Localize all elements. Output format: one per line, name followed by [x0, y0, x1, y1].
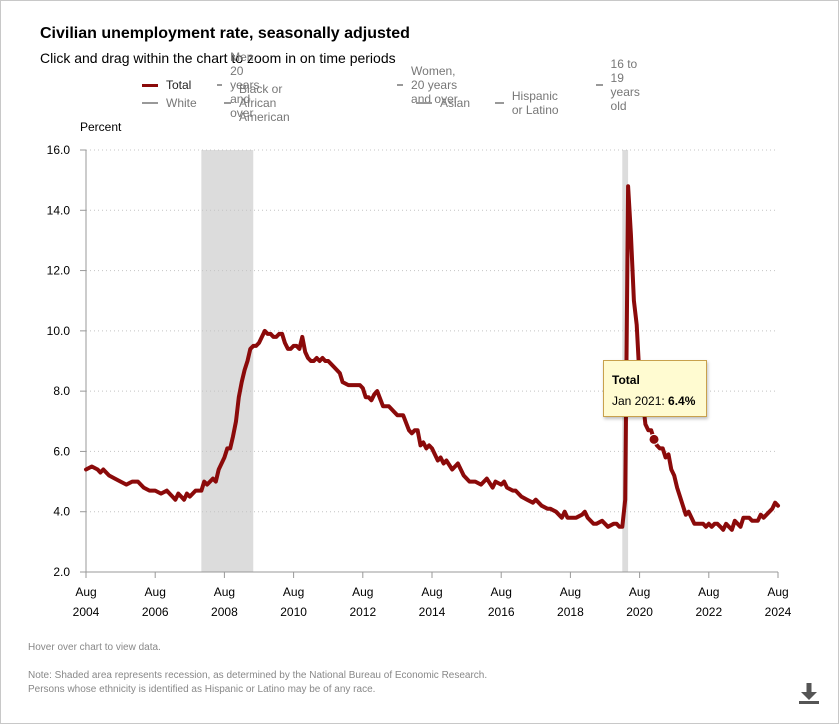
x-tick-label-month: Aug: [767, 585, 788, 599]
series-line-total: [84, 184, 780, 532]
x-tick-label-year: 2006: [142, 605, 169, 619]
x-tick-label-year: 2008: [211, 605, 238, 619]
y-tick-label: 16.0: [47, 143, 71, 157]
x-tick-label-year: 2014: [419, 605, 446, 619]
chart-subtitle: Click and drag within the chart to zoom …: [40, 50, 396, 66]
legend-line-icon: [416, 102, 432, 104]
y-tick-label: 12.0: [47, 264, 71, 278]
legend-line-icon: [596, 84, 603, 86]
x-tick-label-month: Aug: [75, 585, 96, 599]
legend-item-black[interactable]: Black or African American: [224, 82, 299, 124]
legend-label: Asian: [440, 96, 471, 110]
legend-item-asian[interactable]: Asian: [416, 95, 470, 111]
legend-line-icon: [142, 83, 158, 87]
tooltip-value: 6.4%: [668, 394, 696, 408]
legend-line-icon: [142, 102, 158, 104]
legend-label: White: [166, 96, 197, 110]
legend-label: Men, 20 years and over: [230, 50, 260, 120]
y-tick-label: 14.0: [47, 203, 71, 217]
y-tick-label: 10.0: [47, 324, 71, 338]
tooltip-body: Jan 2021: 6.4%: [612, 394, 695, 408]
legend-item-men[interactable]: Men, 20 years and over: [217, 50, 270, 120]
gridlines: [86, 149, 778, 513]
x-tick-label-year: 2016: [488, 605, 515, 619]
x-tick-label-month: Aug: [421, 585, 442, 599]
x-tick-label-month: Aug: [214, 585, 235, 599]
legend-label: Black or African American: [238, 82, 290, 124]
series-lines: [84, 184, 780, 532]
x-tick-label-month: Aug: [352, 585, 373, 599]
x-tick-label-month: Aug: [629, 585, 650, 599]
axes: 2.0 4.0 6.0 8.0 10.0 12.0 14.0 16.0 Aug 2004 Aug 20…: [47, 143, 792, 619]
x-tick-label-month: Aug: [145, 585, 166, 599]
x-tick-label-year: 2020: [626, 605, 653, 619]
legend-item-total[interactable]: Total: [142, 77, 191, 93]
legend-item-hispanic[interactable]: Hispanic or Latino: [495, 89, 565, 117]
legend-label: 16 to 19 years old: [610, 57, 640, 113]
tooltip-date: Jan 2021:: [612, 394, 669, 408]
x-tick-label-year: 2024: [765, 605, 792, 619]
ethnicity-note: Persons whose ethnicity is identified as…: [28, 684, 376, 695]
x-tick-label-month: Aug: [283, 585, 304, 599]
data-tooltip: Total Jan 2021: 6.4%: [603, 360, 707, 417]
chart-title: Civilian unemployment rate, seasonally a…: [40, 25, 410, 42]
y-tick-label: 2.0: [53, 565, 70, 579]
highlight-point: [648, 433, 660, 445]
highlight-marker: [648, 433, 660, 445]
x-tick-label-year: 2010: [280, 605, 307, 619]
legend-line-icon: [224, 102, 231, 104]
x-tick-label-month: Aug: [560, 585, 581, 599]
recession-bands: [201, 150, 629, 572]
legend-label: Hispanic or Latino: [511, 89, 559, 117]
x-tick-label-year: 2018: [557, 605, 584, 619]
y-tick-label: 6.0: [53, 444, 70, 458]
x-tick-label-year: 2012: [349, 605, 376, 619]
legend-line-icon: [397, 84, 404, 86]
legend-item-white[interactable]: White: [142, 95, 197, 111]
download-icon[interactable]: [796, 680, 822, 706]
y-axis-label: Percent: [80, 120, 122, 134]
x-tick-label-month: Aug: [698, 585, 719, 599]
legend-line-icon: [217, 84, 223, 86]
recession-note: Note: Shaded area represents recession, …: [28, 670, 488, 681]
legend-label: Total: [166, 78, 192, 92]
legend-line-icon: [495, 102, 504, 104]
x-tick-label-year: 2022: [695, 605, 722, 619]
hover-note: Hover over chart to view data.: [28, 642, 161, 653]
x-tick-label-year: 2004: [73, 605, 100, 619]
y-tick-label: 8.0: [53, 384, 70, 398]
x-tick-label-month: Aug: [491, 585, 512, 599]
legend-item-teens[interactable]: 16 to 19 years old: [596, 57, 649, 113]
tooltip-series: Total: [612, 373, 640, 387]
y-tick-label: 4.0: [53, 505, 70, 519]
recession-band: [201, 150, 254, 572]
